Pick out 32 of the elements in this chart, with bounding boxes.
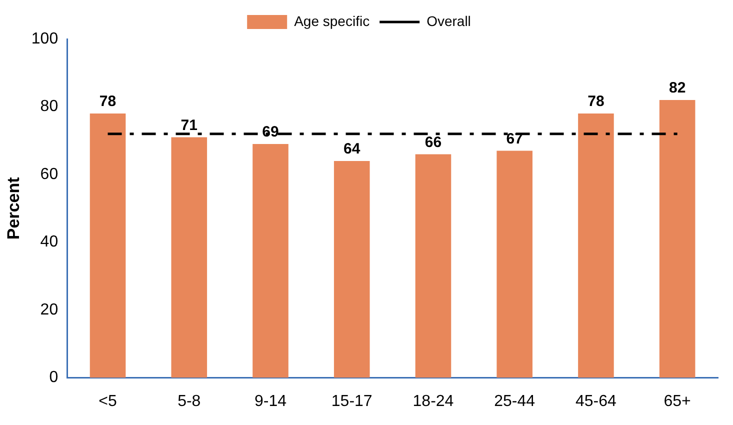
data-label: 71 <box>180 116 198 134</box>
bar <box>171 137 208 378</box>
data-label: 69 <box>262 124 279 141</box>
data-label: 82 <box>668 80 686 97</box>
y-tick-label: 100 <box>31 30 58 48</box>
legend-label: Age specific <box>294 12 370 29</box>
data-label: 64 <box>344 140 361 158</box>
y-tick-label: 80 <box>40 98 58 116</box>
bar <box>415 154 452 378</box>
x-tick-label: 15-17 <box>331 392 372 410</box>
y-tick-label: 0 <box>49 369 58 386</box>
x-tick-label: 25-44 <box>494 392 536 410</box>
x-tick-label: 9-14 <box>254 392 287 410</box>
x-tick-label: 5-8 <box>178 392 201 410</box>
y-tick-label: 60 <box>40 166 58 183</box>
x-tick-label: 65+ <box>664 392 691 410</box>
bar <box>659 100 696 378</box>
bar <box>578 114 614 378</box>
y-tick-label: 40 <box>40 234 58 251</box>
data-label: 78 <box>588 93 604 110</box>
data-label: 78 <box>99 93 116 110</box>
x-tick-label: 45-64 <box>575 392 617 410</box>
bar <box>252 144 288 378</box>
y-tick-label: 20 <box>40 301 58 318</box>
x-tick-label: <5 <box>98 392 117 410</box>
data-label: 66 <box>424 134 442 151</box>
x-tick-label: 18-24 <box>412 392 454 410</box>
bar <box>90 114 126 378</box>
legend-label: Overall <box>426 12 471 29</box>
y-axis-title: Percent <box>4 176 23 240</box>
bar <box>496 150 532 378</box>
bar <box>334 160 370 378</box>
